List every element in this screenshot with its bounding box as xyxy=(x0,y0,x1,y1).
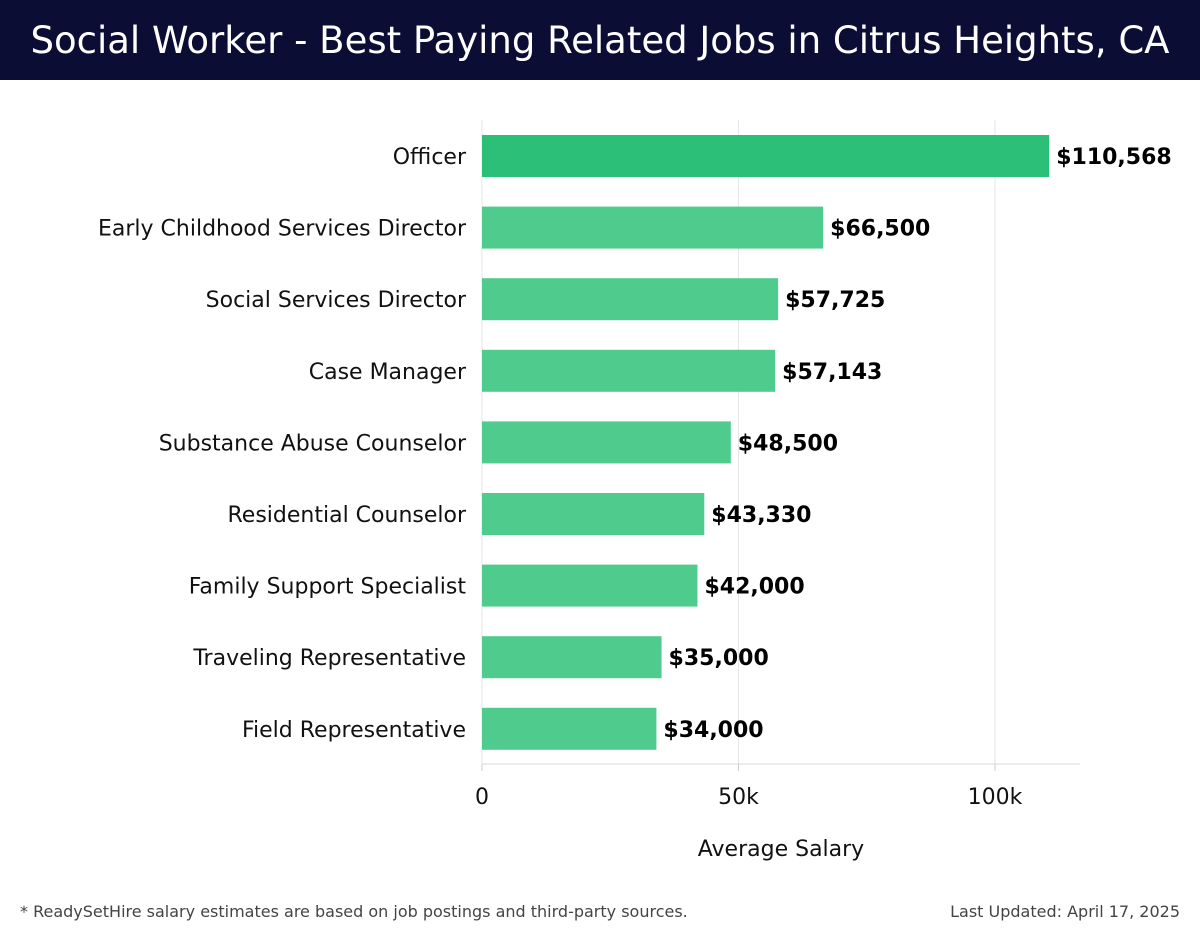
value-label: $48,500 xyxy=(738,431,838,456)
category-label: Social Services Director xyxy=(206,288,467,313)
category-label: Residential Counselor xyxy=(228,503,467,528)
bar xyxy=(482,564,698,607)
category-label: Family Support Specialist xyxy=(189,575,467,600)
category-label: Substance Abuse Counselor xyxy=(159,431,467,456)
footer-updated: Last Updated: April 17, 2025 xyxy=(950,902,1180,921)
page-title: Social Worker - Best Paying Related Jobs… xyxy=(30,18,1170,62)
bar xyxy=(482,135,1050,177)
bar xyxy=(482,707,657,750)
value-label: $110,568 xyxy=(1056,145,1172,170)
category-label: Traveling Representative xyxy=(192,646,466,671)
category-label: Early Childhood Services Director xyxy=(98,217,467,242)
x-axis-title: Average Salary xyxy=(698,837,864,862)
category-label: Field Representative xyxy=(242,718,466,743)
x-tick-label: 0 xyxy=(475,785,489,810)
value-label: $34,000 xyxy=(663,718,763,743)
bar xyxy=(482,206,824,249)
bar xyxy=(482,349,776,392)
value-label: $57,725 xyxy=(785,288,885,313)
x-tick-label: 50k xyxy=(718,785,759,810)
header-bar: Social Worker - Best Paying Related Jobs… xyxy=(0,0,1200,80)
bar xyxy=(482,278,779,321)
bar xyxy=(482,636,662,679)
bar xyxy=(482,493,705,535)
category-label: Case Manager xyxy=(309,360,467,385)
salary-bar-chart: 0 50k 100k Average Salary Officer $110,568 Ear… xyxy=(98,120,1172,862)
value-label: $57,143 xyxy=(782,360,882,385)
value-label: $35,000 xyxy=(669,646,769,671)
category-label: Officer xyxy=(393,145,467,170)
bar xyxy=(482,421,731,464)
value-label: $42,000 xyxy=(704,575,804,600)
x-tick-label: 100k xyxy=(968,785,1023,810)
value-label: $66,500 xyxy=(830,217,930,242)
footer-note: * ReadySetHire salary estimates are base… xyxy=(20,902,688,921)
value-label: $43,330 xyxy=(711,503,811,528)
